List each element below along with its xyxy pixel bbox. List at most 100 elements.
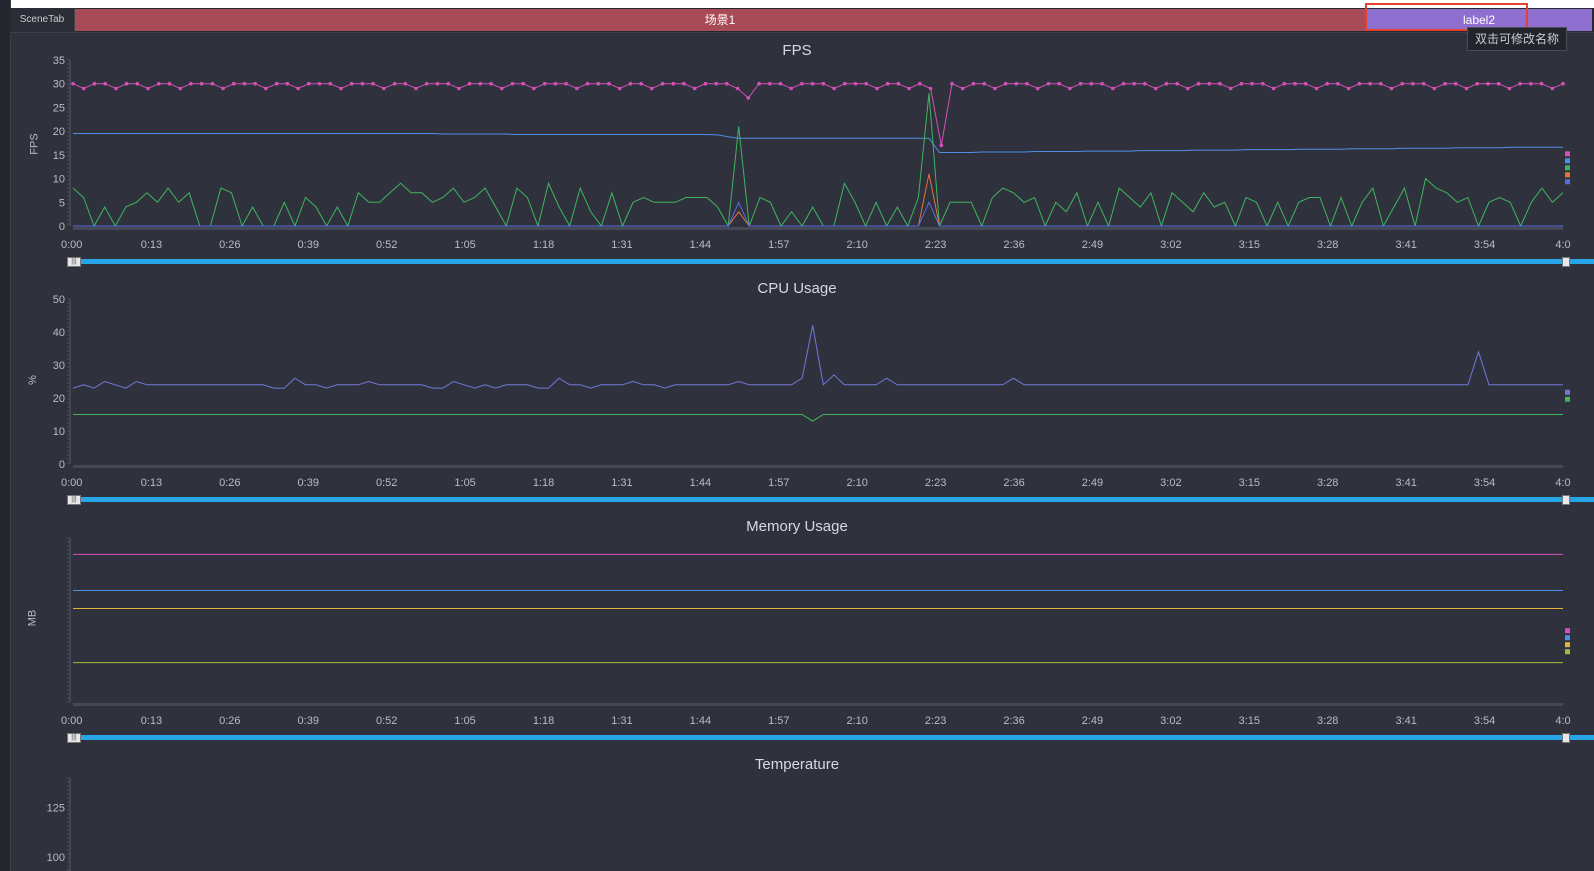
series-point (232, 81, 236, 86)
series-legend-chip[interactable] (1565, 396, 1570, 402)
x-tick-label: 1:44 (690, 239, 711, 251)
x-tick-label: 3:02 (1160, 477, 1181, 489)
series-point (1454, 81, 1458, 86)
series-point (221, 86, 225, 91)
memory-slider-right-handle[interactable] (1562, 733, 1570, 743)
x-tick-label: 0:26 (219, 477, 240, 489)
x-tick-label: 2:23 (925, 239, 946, 251)
series-legend-chip[interactable] (1565, 389, 1570, 395)
x-tick-label: 1:05 (454, 477, 475, 489)
series-point (1186, 86, 1190, 91)
x-tick-label: 2:36 (1003, 477, 1024, 489)
y-tick-label: 50 (53, 294, 65, 306)
x-tick-label: 4:0 (1555, 239, 1570, 251)
series-point (896, 81, 901, 86)
series-point (1271, 86, 1276, 91)
y-tick-label: 100 (47, 852, 65, 864)
series-point (1293, 81, 1297, 86)
series-point (1550, 86, 1555, 91)
series-point (1121, 81, 1126, 86)
x-tick-label: 1:18 (533, 239, 554, 251)
series-point (853, 81, 858, 86)
series-point (939, 143, 944, 148)
memory-time-range-slider[interactable] (70, 735, 1594, 740)
x-tick-label: 0:26 (219, 239, 240, 251)
series-point (1153, 86, 1158, 91)
x-tick-label: 1:44 (690, 477, 711, 489)
x-tick-label: 3:54 (1474, 477, 1495, 489)
series-point (1175, 81, 1179, 86)
x-tick-label: 4:0 (1555, 715, 1570, 727)
series-legend-chip[interactable] (1565, 635, 1570, 641)
series-point (714, 81, 718, 86)
series-point (467, 81, 472, 86)
x-tick-label: 2:10 (846, 239, 867, 251)
scene-tab-label[interactable]: SceneTab (10, 8, 75, 32)
series-point (435, 81, 440, 86)
series-point (446, 81, 451, 86)
series-point (135, 81, 140, 86)
x-tick-label: 1:57 (768, 715, 789, 727)
series-point (553, 81, 558, 86)
series-point (1035, 86, 1040, 91)
cpu-chart[interactable]: 0 10 20 30 40 50 0:00 0:13 0:26 0:39 0:52 1:05 1:18 1… (0, 290, 1594, 495)
series-point (146, 86, 150, 91)
series-legend-chip[interactable] (1565, 165, 1570, 171)
scene-segment-label2[interactable]: label2 (1366, 9, 1592, 31)
series-point (1314, 86, 1319, 91)
series-point (950, 81, 954, 86)
series-point (382, 86, 386, 91)
x-axis-band (73, 703, 1563, 706)
series-point (810, 81, 815, 86)
x-tick-label: 3:54 (1474, 715, 1495, 727)
x-tick-label: 3:28 (1317, 239, 1338, 251)
scene-segment-1[interactable]: 场景1 (75, 9, 1365, 31)
series-line (72, 325, 1563, 389)
series-point (746, 96, 751, 100)
series-point (575, 86, 579, 91)
series-point (1443, 81, 1447, 86)
series-point (199, 81, 204, 86)
y-tick-label: 10 (53, 174, 65, 186)
y-tick-label: 30 (53, 79, 65, 91)
series-line (73, 414, 1563, 422)
x-tick-label: 3:41 (1395, 715, 1416, 727)
temperature-chart[interactable]: 75100125 (0, 766, 1594, 871)
series-legend-chip[interactable] (1565, 628, 1570, 634)
cpu-time-range-slider[interactable] (70, 497, 1594, 502)
series-point (564, 81, 568, 86)
series-point (360, 81, 365, 86)
x-tick-label: 2:10 (846, 477, 867, 489)
series-legend-chip[interactable] (1565, 151, 1570, 157)
series-point (585, 81, 590, 86)
series-point (1250, 81, 1254, 86)
fps-chart[interactable]: 0 5 10 15 20 25 30 35 0:00 0:13 0:26 0:39 0:52 1:05 1:… (0, 50, 1594, 255)
series-line (73, 133, 1563, 153)
fps-slider-right-handle[interactable] (1562, 257, 1570, 267)
memory-chart[interactable]: 0:00 0:13 0:26 0:39 0:52 1:05 1:18 1:31 1:44 1:57… (0, 528, 1594, 733)
x-tick-label: 0:13 (141, 477, 162, 489)
cpu-slider-left-handle[interactable]: ||| (67, 495, 81, 505)
fps-chart-title: FPS (782, 42, 812, 59)
series-legend-chip[interactable] (1565, 172, 1570, 178)
series-point (982, 81, 986, 86)
memory-slider-left-handle[interactable]: ||| (67, 733, 81, 743)
series-point (210, 81, 215, 86)
series-legend-chip[interactable] (1565, 158, 1570, 164)
fps-slider-left-handle[interactable]: ||| (67, 257, 81, 267)
window-top-strip (0, 0, 1594, 8)
series-point (1464, 86, 1469, 91)
series-legend-chip[interactable] (1565, 179, 1570, 185)
series-point (296, 86, 300, 91)
series-point (778, 81, 783, 86)
series-legend-chip[interactable] (1565, 642, 1570, 648)
series-point (285, 81, 290, 86)
x-tick-label: 3:28 (1317, 715, 1338, 727)
x-tick-label: 0:52 (376, 239, 397, 251)
x-tick-label: 0:13 (141, 239, 162, 251)
series-point (596, 81, 601, 86)
cpu-slider-right-handle[interactable] (1562, 495, 1570, 505)
series-point (424, 81, 429, 86)
series-legend-chip[interactable] (1565, 649, 1570, 655)
fps-time-range-slider[interactable] (70, 259, 1594, 264)
